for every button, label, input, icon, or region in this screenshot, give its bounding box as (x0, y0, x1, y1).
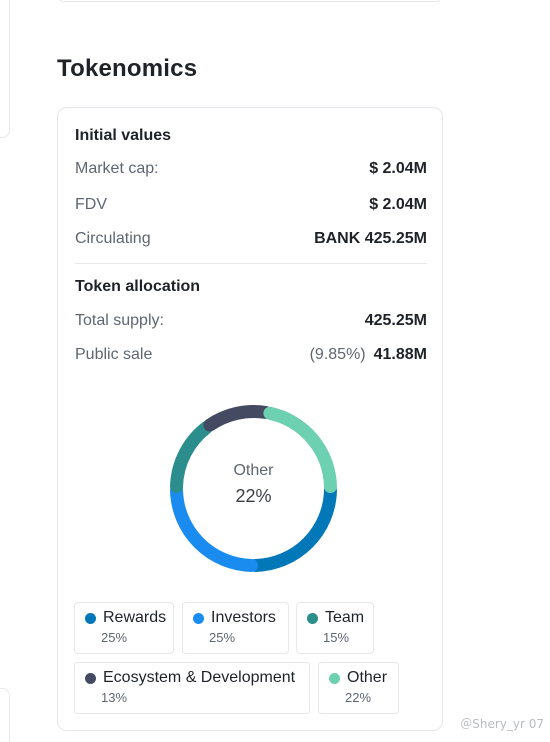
legend-label-other: Other (347, 669, 388, 686)
legend-label-ecosystem: Ecosystem & Development (103, 669, 296, 686)
circulating-value: BANK 425.25M (314, 230, 427, 247)
public-sale-percent: (9.85%) (309, 346, 366, 363)
legend-item-team[interactable]: Team 15% (296, 602, 374, 654)
legend-dot-other (329, 672, 340, 684)
tokenomics-title: Tokenomics (57, 55, 198, 82)
donut-center: Other 22% (166, 401, 341, 576)
total-supply-value: 425.25M (364, 312, 427, 329)
fdv-label: FDV (75, 196, 107, 213)
legend-item-other[interactable]: Other 22% (318, 662, 399, 714)
legend-label-investors: Investors (211, 609, 276, 626)
slice-team[interactable] (170, 420, 214, 493)
total-supply-row: Total supply: 425.25M (75, 310, 427, 332)
adjacent-panel-top (0, 0, 10, 138)
fdv-value: $ 2.04M (369, 196, 427, 213)
legend-dot-rewards (85, 612, 96, 624)
public-sale-value-group: (9.85%) 41.88M (310, 346, 427, 364)
previous-card (57, 0, 443, 2)
public-sale-row: Public sale (9.85%) 41.88M (75, 344, 427, 366)
circulating-row: Circulating BANK 425.25M (75, 228, 427, 250)
legend-item-rewards[interactable]: Rewards 25% (74, 602, 174, 654)
market-cap-row: Market cap: $ 2.04M (75, 158, 427, 180)
tokenomics-card: Initial values Market cap: $ 2.04M FDV $… (57, 107, 443, 731)
market-cap-label: Market cap: (75, 160, 159, 177)
legend-dot-team (307, 612, 318, 624)
circulating-label: Circulating (75, 230, 151, 247)
allocation-donut-chart: Other 22% (166, 401, 341, 576)
donut-svg (170, 405, 337, 572)
donut-center-label: Other (233, 462, 274, 479)
legend-dot-investors (193, 612, 204, 624)
slice-investors[interactable] (170, 484, 258, 572)
fdv-row: FDV $ 2.04M (75, 194, 427, 216)
token-allocation-title: Token allocation (75, 278, 201, 295)
legend-percent-investors: 25% (209, 630, 236, 645)
legend-label-team: Team (325, 609, 365, 626)
slice-ecosystem[interactable] (203, 405, 273, 432)
watermark: ＠Shery_yr 07 (460, 717, 544, 731)
public-sale-value: 41.88M (373, 346, 427, 363)
public-sale-label: Public sale (75, 346, 153, 363)
legend-percent-ecosystem: 13% (101, 690, 128, 705)
slice-other[interactable] (263, 406, 337, 493)
legend-item-ecosystem[interactable]: Ecosystem & Development 13% (74, 662, 310, 714)
adjacent-panel-bottom (0, 688, 10, 742)
legend-percent-team: 15% (323, 630, 350, 645)
legend-percent-other: 22% (345, 690, 372, 705)
market-cap-value: $ 2.04M (369, 160, 427, 177)
section-divider (75, 263, 427, 264)
legend-label-rewards: Rewards (103, 609, 167, 626)
legend-percent-rewards: 25% (101, 630, 128, 645)
donut-center-value: 22% (235, 486, 272, 506)
legend-item-investors[interactable]: Investors 25% (182, 602, 289, 654)
legend-dot-ecosystem (85, 672, 96, 684)
total-supply-label: Total supply: (75, 312, 164, 329)
initial-values-title: Initial values (75, 127, 172, 144)
slice-rewards[interactable] (249, 484, 337, 572)
